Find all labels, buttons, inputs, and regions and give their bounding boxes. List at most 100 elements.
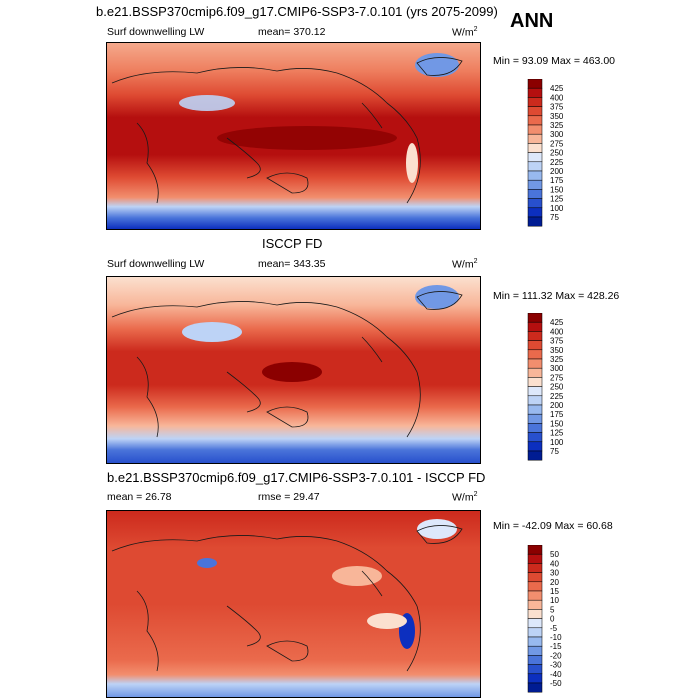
panel1-colorbar: 425 400 375 350 325 300 275 250 225 200 175 150 125 1…: [527, 79, 597, 227]
colorbar-swatch: [527, 404, 543, 415]
panel2-mean-label: mean= 343.35: [258, 258, 326, 270]
colorbar-swatch: [527, 581, 543, 592]
colorbar-swatch: [527, 386, 543, 397]
panel2-map: [106, 276, 481, 464]
colorbar-level-label: 40: [550, 559, 559, 568]
colorbar-swatch: [527, 664, 543, 675]
colorbar-level-label: 75: [550, 447, 559, 456]
colorbar-level-label: 125: [550, 429, 564, 438]
colorbar-swatch: [527, 313, 543, 323]
colorbar-level-label: 250: [550, 149, 564, 158]
colorbar-swatch: [527, 563, 543, 573]
colorbar-level-label: -10: [550, 633, 562, 642]
colorbar-level-label: -15: [550, 642, 562, 651]
colorbar-level-label: 30: [550, 569, 559, 578]
colorbar-swatch: [527, 133, 543, 144]
colorbar-level-label: 10: [550, 596, 559, 605]
colorbar-swatch: [527, 152, 543, 163]
colorbar-level-label: -5: [550, 624, 558, 633]
colorbar-swatch: [527, 198, 543, 209]
colorbar-swatch: [527, 450, 543, 461]
colorbar-level-label: -50: [550, 679, 562, 688]
colorbar-level-label: 15: [550, 587, 559, 596]
colorbar-swatch: [527, 645, 543, 656]
colorbar-swatch: [527, 143, 543, 153]
panel3-colorbar: 50 40 30 20 15 10 5 0 -5 -10 -15 -20 -30 -40 -50: [527, 545, 597, 693]
colorbar-swatch: [527, 331, 543, 341]
colorbar-level-label: 375: [550, 337, 564, 346]
panel2-dataset-title: ISCCP FD: [262, 236, 323, 251]
colorbar-level-label: 400: [550, 93, 564, 102]
colorbar-level-label: 275: [550, 373, 564, 382]
colorbar-swatch: [527, 349, 543, 360]
colorbar-swatch: [527, 106, 543, 117]
colorbar-swatch: [527, 599, 543, 610]
colorbar-level-label: 100: [550, 204, 564, 213]
panel2-colorbar: 425 400 375 350 325 300 275 250 225 200 175 150 125 1…: [527, 313, 597, 461]
panel3-units-label: W/m2: [452, 491, 478, 504]
colorbar-level-label: 400: [550, 327, 564, 336]
colorbar-swatch: [527, 124, 543, 135]
colorbar-swatch: [527, 413, 543, 424]
colorbar-swatch: [527, 179, 543, 190]
panel1-variable-label: Surf downwelling LW: [107, 26, 205, 38]
colorbar-swatch: [527, 395, 543, 406]
panel3-map: [106, 510, 481, 698]
colorbar-swatch: [527, 618, 543, 629]
colorbar-swatch: [527, 97, 543, 107]
panel2-units-label: W/m2: [452, 258, 478, 271]
panel1-mean-label: mean= 370.12: [258, 26, 326, 38]
colorbar-level-label: 100: [550, 438, 564, 447]
colorbar-swatch: [527, 572, 543, 583]
colorbar-swatch: [527, 79, 543, 89]
colorbar-level-label: -20: [550, 651, 562, 660]
colorbar-level-label: 250: [550, 383, 564, 392]
colorbar-swatch: [527, 115, 543, 126]
colorbar-level-label: 125: [550, 195, 564, 204]
colorbar-swatch: [527, 377, 543, 387]
page-title: b.e21.BSSP370cmip6.f09_g17.CMIP6-SSP3-7.…: [96, 4, 498, 19]
colorbar-swatch: [527, 682, 543, 693]
colorbar-level-label: 325: [550, 355, 564, 364]
colorbar-swatch: [527, 590, 543, 601]
colorbar-level-label: 175: [550, 410, 564, 419]
colorbar-swatch: [527, 161, 543, 172]
colorbar-level-label: 225: [550, 392, 564, 401]
colorbar-swatch: [527, 189, 543, 199]
colorbar-level-label: 375: [550, 103, 564, 112]
colorbar-level-label: 75: [550, 213, 559, 222]
colorbar-swatch: [527, 545, 543, 555]
colorbar-level-label: 300: [550, 130, 564, 139]
colorbar-swatch: [527, 358, 543, 369]
colorbar-swatch: [527, 673, 543, 684]
colorbar-level-label: 20: [550, 578, 559, 587]
colorbar-swatch: [527, 609, 543, 619]
panel3-mean-label: mean = 26.78: [107, 491, 172, 503]
panel3-minmax-label: Min = -42.09 Max = 60.68: [493, 520, 613, 532]
colorbar-swatch: [527, 321, 543, 332]
colorbar-level-label: 150: [550, 419, 564, 428]
colorbar-level-label: 350: [550, 112, 564, 121]
colorbar-level-label: 175: [550, 176, 564, 185]
colorbar-level-label: 350: [550, 346, 564, 355]
colorbar-swatch: [527, 636, 543, 647]
colorbar-level-label: 50: [550, 550, 559, 559]
colorbar-swatch: [527, 553, 543, 564]
colorbar-swatch: [527, 627, 543, 638]
colorbar-level-label: 150: [550, 185, 564, 194]
colorbar-swatch: [527, 216, 543, 227]
colorbar-level-label: 275: [550, 139, 564, 148]
panel1-minmax-label: Min = 93.09 Max = 463.00: [493, 55, 615, 67]
panel2-minmax-label: Min = 111.32 Max = 428.26: [493, 290, 620, 302]
colorbar-swatch: [527, 367, 543, 378]
panel2-variable-label: Surf downwelling LW: [107, 258, 205, 270]
colorbar-level-label: 325: [550, 121, 564, 130]
season-label: ANN: [510, 10, 554, 32]
panel3-rmse-label: rmse = 29.47: [258, 491, 320, 503]
colorbar-level-label: 5: [550, 605, 555, 614]
colorbar-level-label: 300: [550, 364, 564, 373]
colorbar-swatch: [527, 170, 543, 181]
colorbar-level-label: 225: [550, 158, 564, 167]
colorbar-swatch: [527, 441, 543, 452]
colorbar-level-label: 425: [550, 318, 564, 327]
